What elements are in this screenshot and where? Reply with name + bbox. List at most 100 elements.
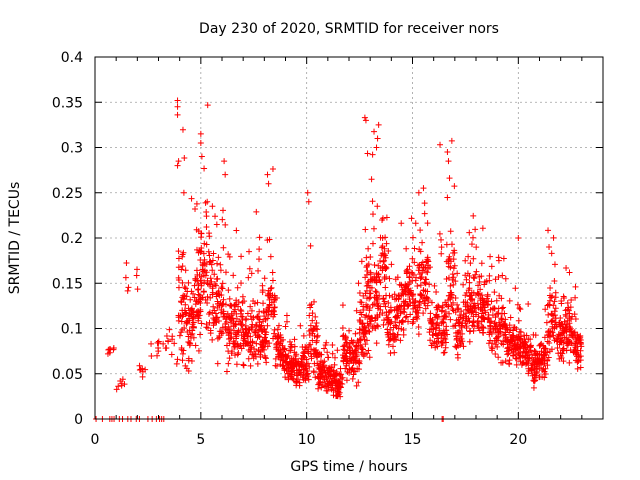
- data-point: [274, 326, 281, 333]
- data-point: [407, 311, 414, 318]
- data-point: [206, 319, 213, 326]
- data-point: [298, 355, 305, 362]
- data-point: [339, 325, 346, 332]
- data-point: [266, 292, 273, 299]
- data-point: [342, 333, 349, 340]
- data-point: [323, 375, 330, 382]
- data-point: [410, 291, 417, 298]
- data-point: [113, 386, 120, 393]
- data-point: [179, 326, 186, 333]
- data-point: [302, 375, 309, 382]
- data-point: [426, 329, 433, 336]
- data-point: [543, 319, 550, 326]
- data-point: [532, 377, 539, 384]
- data-point: [367, 269, 374, 276]
- data-point: [577, 364, 584, 371]
- data-point: [371, 301, 378, 308]
- data-point: [424, 269, 431, 276]
- data-point: [498, 359, 505, 366]
- data-point: [460, 299, 467, 306]
- data-point: [553, 338, 560, 345]
- data-point: [188, 357, 195, 364]
- data-point: [551, 278, 558, 285]
- data-point: [563, 264, 570, 271]
- data-point: [264, 315, 271, 322]
- data-point: [200, 288, 207, 295]
- data-point: [420, 310, 427, 317]
- data-point: [329, 350, 336, 357]
- data-point: [377, 306, 384, 313]
- data-point: [571, 332, 578, 339]
- data-point: [198, 248, 205, 255]
- data-point: [577, 334, 584, 341]
- data-point: [198, 153, 205, 160]
- data-point: [391, 291, 398, 298]
- data-point: [429, 320, 436, 327]
- data-point: [369, 151, 376, 158]
- data-point: [155, 348, 162, 355]
- data-point: [381, 257, 388, 264]
- data-point: [448, 291, 455, 298]
- data-point: [306, 342, 313, 349]
- data-point: [380, 295, 387, 302]
- data-point: [423, 268, 430, 275]
- data-point: [516, 352, 523, 359]
- data-point: [226, 326, 233, 333]
- data-point: [520, 348, 527, 355]
- data-point: [357, 342, 364, 349]
- data-point: [242, 322, 249, 329]
- data-point: [175, 158, 182, 165]
- data-point: [195, 281, 202, 288]
- data-point: [564, 306, 571, 313]
- data-point: [314, 332, 321, 339]
- data-point: [123, 260, 130, 267]
- data-point: [178, 299, 185, 306]
- data-point: [421, 300, 428, 307]
- data-point: [137, 366, 144, 373]
- data-point: [259, 342, 266, 349]
- data-point: [134, 286, 141, 293]
- data-point: [148, 340, 155, 347]
- data-point: [185, 315, 192, 322]
- data-point: [234, 284, 241, 291]
- data-point: [248, 307, 255, 314]
- data-point: [414, 283, 421, 290]
- data-point: [238, 253, 245, 260]
- data-point: [385, 248, 392, 255]
- data-point: [197, 331, 204, 338]
- data-point: [492, 351, 499, 358]
- data-point: [365, 328, 372, 335]
- data-point: [548, 318, 555, 325]
- data-point: [519, 353, 526, 360]
- data-point: [546, 339, 553, 346]
- data-point: [297, 371, 304, 378]
- data-point: [449, 271, 456, 278]
- data-point: [175, 312, 182, 319]
- data-point: [194, 286, 201, 293]
- data-point: [175, 276, 182, 283]
- data-point: [288, 344, 295, 351]
- x-tick-label: 5: [196, 432, 205, 448]
- data-point: [409, 234, 416, 241]
- data-point: [448, 292, 455, 299]
- data-point: [423, 294, 430, 301]
- data-point: [409, 255, 416, 262]
- data-point: [178, 318, 185, 325]
- data-point: [175, 248, 182, 255]
- data-point: [302, 343, 309, 350]
- data-point: [257, 323, 264, 330]
- data-point: [179, 313, 186, 320]
- data-point: [377, 234, 384, 241]
- data-point: [254, 360, 261, 367]
- data-point: [556, 319, 563, 326]
- data-point: [418, 292, 425, 299]
- data-point: [450, 256, 457, 263]
- data-point: [191, 282, 198, 289]
- data-point: [305, 376, 312, 383]
- data-point: [217, 267, 224, 274]
- y-tick-label: 0.35: [52, 95, 83, 111]
- data-point: [464, 299, 471, 306]
- data-point: [551, 298, 558, 305]
- data-point: [462, 292, 469, 299]
